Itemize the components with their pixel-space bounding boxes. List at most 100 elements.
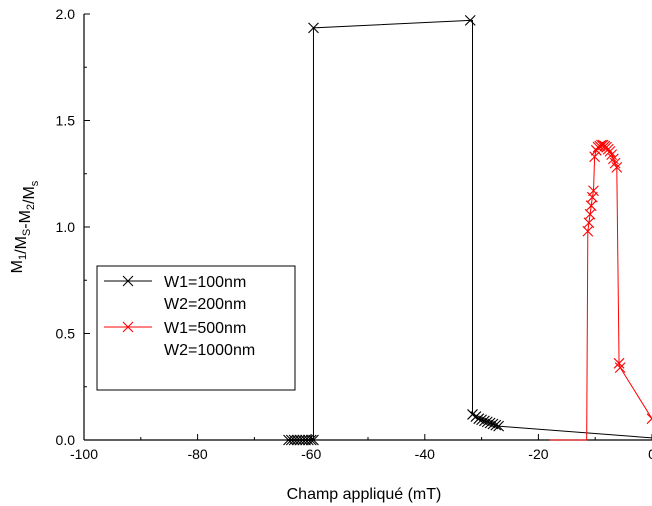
series-2-point [609,157,621,169]
y-axis-title-part: /M [21,186,38,204]
series-2-point [588,185,599,197]
legend-marker-2 [122,321,134,333]
series-1-point [285,434,297,446]
y-axis-title-sub: 2 [25,204,37,210]
plot-area [283,15,652,446]
legend-marker-1 [122,275,134,287]
series-1-point [487,418,499,430]
series-1-point-stroke [305,434,317,446]
series-2-point [589,151,601,163]
series-1-point-stroke [476,414,487,426]
y-axis-title-part: -M [17,210,34,229]
x-tick-label: -60 [301,446,321,462]
series-1-line [288,19,652,441]
series-1-point [481,416,493,428]
series-2-point-stroke [604,145,616,157]
series-2-point-stroke [582,225,594,237]
y-tick-label: 1.0 [56,219,76,235]
series-2-point [611,161,623,173]
series-1-point [308,22,319,34]
series-1-point [294,434,306,446]
series-2-point-stroke [589,151,601,163]
series-2-point-stroke [607,153,619,165]
x-axis-title: Champ appliqué (mT) [287,486,442,503]
y-axis-title-part: /M [13,236,30,254]
y-tick-label: 0.5 [56,326,76,342]
y-tick-label: 0.0 [56,432,76,448]
y-axis-title-sub: s [29,180,41,186]
plot-content [283,15,652,446]
series-2-point-stroke [606,149,618,160]
series-1-point-stroke [302,434,314,446]
series-2-point-stroke [614,362,626,373]
axes: -100 -80 -60 -40 -20 0 0.0 0.5 1.0 1.5 2.0 Champ ap… [9,6,652,503]
series-1-point [302,434,314,446]
series-2-point-stroke [613,357,625,369]
series-2-point [613,357,625,369]
series-2-point-stroke [611,161,623,173]
y-axis-title-part: M [9,260,26,273]
series-1-point [291,434,303,446]
legend-marker-2-stroke [122,321,134,333]
legend-marker-1-stroke [122,275,134,287]
legend-label-1: W1=100nm [164,274,246,291]
series-2-point [604,145,616,157]
legend: W1=100nm W2=200nm W1=500nm W2=1000nm [96,265,296,391]
series-2-point [586,191,598,203]
y-tick-label: 2.0 [56,6,76,22]
legend-label-2: W2=1000nm [164,342,255,359]
series-1-point-stroke [479,415,490,427]
series-2-point-stroke [609,157,621,169]
series-1-point-stroke [464,15,476,26]
series-1-point [283,434,294,446]
series-1-point-stroke [473,413,485,425]
x-tick-label: -20 [528,446,548,462]
series-1-point [464,15,476,26]
series-1-point-stroke [294,434,306,446]
series-1-point [484,417,496,429]
x-tick-label: -40 [415,446,435,462]
series-1-point [467,409,478,420]
series-2-point-stroke [583,217,595,229]
series-1-point-stroke [490,419,502,431]
series-2-point [614,362,626,373]
series-1-point [490,419,502,431]
series-1-point-stroke [308,22,319,34]
series-1-point-stroke [291,434,303,446]
series-1-point-stroke [484,417,496,429]
series-2-point [606,149,618,160]
series-2-point-stroke [588,185,599,197]
y-tick-label: 1.5 [56,113,76,129]
series-2-point-stroke [646,413,652,420]
series-1-point-stroke [308,434,319,446]
y-axis-title: M1/MS-M2/Ms [9,180,41,273]
x-tick-label: -100 [70,446,98,462]
series-1-point-stroke [288,434,300,446]
y-axis-title-sub: S [21,229,33,236]
series-2-point-stroke [585,200,597,212]
x-tick-label: -80 [187,446,207,462]
series-2-point-stroke [646,417,652,425]
legend-label-1: W2=200nm [164,296,246,313]
series-1-point [493,420,505,432]
series-1-point [479,415,490,427]
series-1-point-stroke [493,420,505,432]
series-2-point-stroke [586,191,598,203]
series-1-point [288,434,300,446]
series-1-point [308,434,319,446]
series-2-line [549,144,652,441]
y-axis-title-sub: 1 [17,254,29,260]
series-2-point-stroke [596,139,607,151]
series-1-point-stroke [297,434,309,446]
series-2-point-stroke [584,208,596,220]
series-1-point [473,413,485,425]
series-1-point [476,414,487,426]
series-1-point [300,434,311,446]
series-1-point [297,434,309,446]
series-1-point-stroke [487,418,499,430]
series-1-point-stroke [283,434,294,446]
series-1-point-stroke [467,409,478,420]
series-1-point-stroke [285,434,297,446]
series-1-point [305,434,317,446]
